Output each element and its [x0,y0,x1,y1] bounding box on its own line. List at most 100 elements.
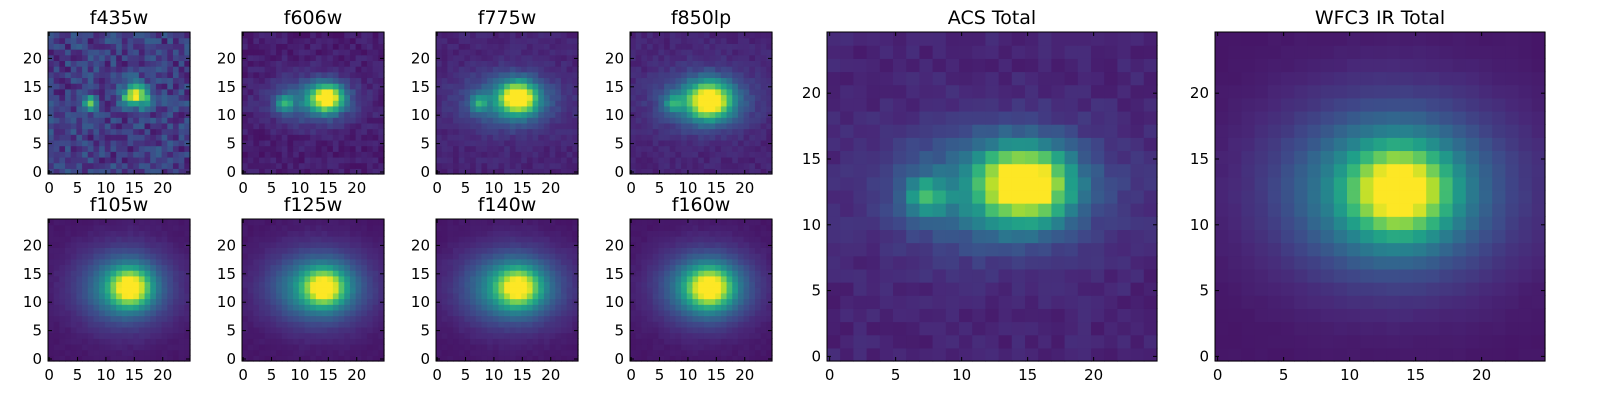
pixel-cell [675,100,682,107]
pixel-cell [464,105,471,113]
pixel-cell [298,349,306,356]
pixel-cell [436,94,443,101]
pixel-cell [436,298,443,305]
pixel-cell [127,236,134,243]
pixel-cell [647,287,654,294]
pixel-cell [686,100,694,107]
pixel-cell [121,122,129,130]
pixel-cell [549,134,556,141]
pixel-cell [475,309,483,317]
pixel-cell [116,60,123,67]
pixel-cell [150,145,157,152]
pixel-cell [121,128,129,135]
pixel-cell [630,66,637,73]
pixel-cell [82,145,89,152]
pixel-cell [737,315,745,322]
pixel-cell [70,71,77,79]
pixel-cell [504,168,511,175]
pixel-cell [178,139,185,147]
pixel-cell [167,247,174,254]
pixel-cell [247,77,254,84]
pixel-cell [498,258,505,266]
pixel-cell [304,338,311,345]
pixel-cell [366,105,374,113]
pixel-cell [436,54,443,61]
pixel-cell [327,151,334,158]
pixel-cell [161,253,168,260]
pixel-cell [327,77,334,84]
pixel-cell [532,54,539,61]
pixel-cell [669,88,677,96]
pixel-cell [150,338,157,345]
pixel-cell [760,60,767,67]
pixel-cell [155,43,163,50]
pixel-cell [652,287,659,294]
pixel-cell [458,43,465,50]
pixel-cell [167,145,174,152]
pixel-cell [658,304,665,311]
pixel-cell [543,219,551,226]
pixel-cell [259,275,266,283]
pixel-cell [293,326,300,334]
pixel-cell [372,71,379,79]
pixel-cell [726,332,733,339]
pixel-cell [521,338,528,345]
pixel-cell [515,151,522,158]
pixel-cell [737,338,745,345]
pixel-cell [538,100,545,107]
pixel-cell [686,83,694,90]
pixel-cell [355,247,362,254]
pixel-cell [709,315,716,322]
pixel-cell [87,100,95,107]
pixel-cell [464,128,471,135]
pixel-cell [560,122,568,130]
pixel-cell [447,281,454,288]
pixel-cell [242,100,249,107]
x-tick-label: 15 [125,179,144,197]
pixel-cell [121,151,129,158]
pixel-cell [515,162,522,169]
pixel-cell [253,100,260,107]
pixel-cell [287,270,294,277]
pixel-cell [82,83,89,90]
pixel-cell [453,66,460,73]
pixel-cell [315,128,323,135]
pixel-cell [87,321,95,328]
pixel-cell [184,355,191,362]
pixel-cell [726,309,733,317]
pixel-cell [121,355,129,362]
pixel-cell [366,66,374,73]
pixel-cell [715,122,722,130]
pixel-cell [760,151,767,158]
pixel-cell [167,270,174,277]
pixel-cell [349,139,357,147]
pixel-cell [658,145,665,152]
pixel-cell [327,162,334,169]
pixel-cell [447,332,454,339]
pixel-cell [344,224,351,231]
pixel-cell [481,134,488,141]
pixel-cell [532,71,539,79]
pixel-cell [264,355,271,362]
pixel-cell [48,253,55,260]
pixel-cell [65,117,72,124]
pixel-cell [242,326,249,334]
pixel-cell [436,111,443,118]
pixel-cell [492,145,500,152]
pixel-cell [526,349,534,356]
pixel-cell [549,247,556,254]
pixel-cell [167,219,174,226]
pixel-cell [321,281,328,288]
pixel-cell [178,128,185,135]
pixel-cell [172,224,180,231]
pixel-cell [155,321,163,328]
pixel-cell [82,332,89,339]
pixel-cell [304,258,311,266]
pixel-cell [247,230,254,237]
pixel-cell [293,77,300,84]
pixel-cell [664,128,671,135]
pixel-cell [630,139,637,147]
pixel-cell [526,66,534,73]
pixel-cell [310,77,317,84]
pixel-cell [366,292,374,300]
